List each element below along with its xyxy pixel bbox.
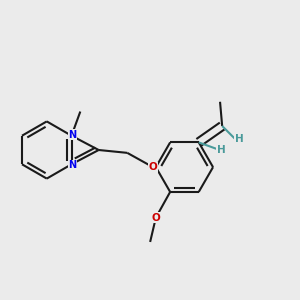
Text: N: N [68,160,76,170]
Text: O: O [148,162,158,172]
Text: H: H [217,145,226,155]
Text: H: H [235,134,244,144]
Text: N: N [68,130,76,140]
Text: O: O [152,213,160,223]
